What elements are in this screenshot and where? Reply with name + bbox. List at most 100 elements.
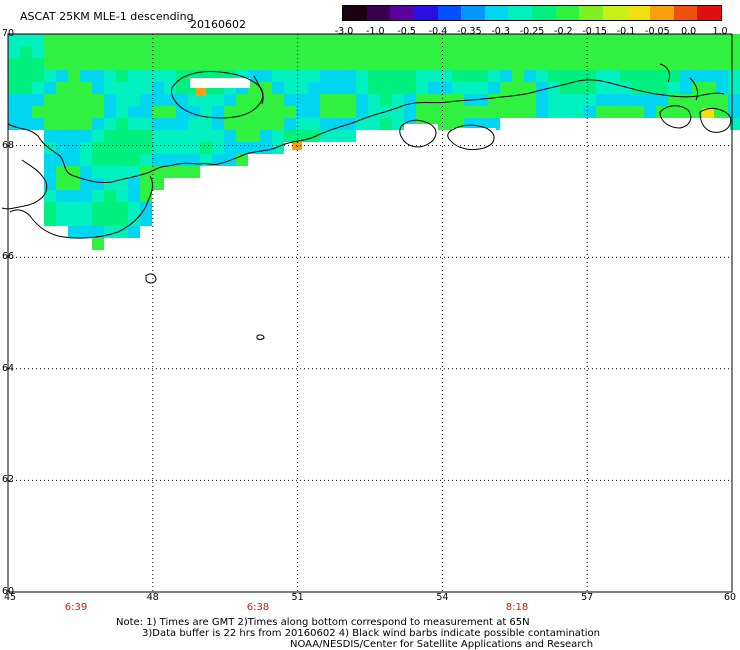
data-cell [92, 118, 104, 130]
data-cell [104, 46, 116, 58]
data-cell [548, 106, 560, 118]
data-cell [8, 118, 20, 130]
data-cell [68, 178, 80, 190]
data-cell [80, 142, 92, 154]
data-cell [8, 58, 20, 70]
colorbar-tick-label: -3.0 [334, 26, 354, 37]
data-cell [440, 46, 452, 58]
data-cell [248, 118, 260, 130]
data-cell [212, 58, 224, 70]
colorbar-swatch [508, 6, 532, 20]
data-cell [560, 34, 572, 46]
data-cell [716, 46, 728, 58]
data-cell [80, 34, 92, 46]
data-cell [632, 82, 644, 94]
latitude-label: 68 [2, 139, 15, 151]
data-cell [188, 118, 200, 130]
colorbar-tick-label: -0.35 [457, 26, 482, 37]
data-cell [548, 58, 560, 70]
data-cell [44, 166, 56, 178]
data-cell [548, 82, 560, 94]
data-cell [716, 94, 728, 106]
data-cell [500, 58, 512, 70]
data-cell [80, 70, 92, 82]
data-cell [44, 190, 56, 202]
data-cell [104, 118, 116, 130]
data-cell [524, 70, 536, 82]
note-line-2: 3)Data buffer is 22 hrs from 20160602 4)… [142, 628, 600, 639]
data-cell [212, 142, 224, 154]
note-line-3: NOAA/NESDIS/Center for Satellite Applica… [290, 639, 594, 650]
data-cell-high [196, 88, 206, 96]
data-cell [104, 94, 116, 106]
data-cell [32, 46, 44, 58]
data-cell [428, 46, 440, 58]
data-cell [668, 34, 680, 46]
data-cell [80, 154, 92, 166]
data-cell [152, 82, 164, 94]
data-cell [32, 58, 44, 70]
data-cell [116, 46, 128, 58]
data-cell [668, 58, 680, 70]
data-cell [512, 94, 524, 106]
data-cell [332, 58, 344, 70]
data-cell [104, 226, 116, 238]
data-cell [452, 46, 464, 58]
data-cell [716, 34, 728, 46]
data-cell [176, 58, 188, 70]
data-cell [692, 46, 704, 58]
data-cell [728, 106, 740, 118]
data-cell [212, 34, 224, 46]
data-cell [248, 94, 260, 106]
data-cell [116, 154, 128, 166]
data-cell [8, 70, 20, 82]
data-cell [116, 178, 128, 190]
data-cell [104, 34, 116, 46]
data-cell [632, 94, 644, 106]
data-cell [392, 46, 404, 58]
data-cell [440, 58, 452, 70]
data-cell [260, 142, 272, 154]
data-cell [596, 82, 608, 94]
data-cell [116, 70, 128, 82]
data-cell [728, 82, 740, 94]
data-cell [68, 70, 80, 82]
data-cell [32, 82, 44, 94]
data-cell [416, 106, 428, 118]
data-cell [260, 46, 272, 58]
data-cell [164, 58, 176, 70]
data-cell [488, 58, 500, 70]
coastline-ne [659, 63, 671, 83]
data-cell [392, 94, 404, 106]
data-cell [104, 202, 116, 214]
data-cell [440, 70, 452, 82]
island-coast [171, 71, 264, 119]
data-cell [8, 46, 20, 58]
data-cell [116, 130, 128, 142]
data-cell [164, 130, 176, 142]
data-cell [320, 70, 332, 82]
data-cell [656, 82, 668, 94]
data-cell [356, 82, 368, 94]
data-cell [44, 202, 56, 214]
colorbar-swatch [697, 6, 721, 20]
data-cell [548, 34, 560, 46]
data-cell [248, 34, 260, 46]
data-cell [584, 46, 596, 58]
data-cell [260, 70, 272, 82]
data-cell [152, 70, 164, 82]
data-cell [368, 70, 380, 82]
data-cell [80, 94, 92, 106]
data-cell [344, 94, 356, 106]
data-cell [296, 82, 308, 94]
colorbar-swatch [366, 6, 391, 20]
data-cell [92, 154, 104, 166]
data-cell [164, 34, 176, 46]
data-cell [428, 82, 440, 94]
data-cell [500, 34, 512, 46]
data-cell [488, 94, 500, 106]
data-cell [296, 130, 308, 142]
data-cell [116, 214, 128, 226]
data-cell [68, 82, 80, 94]
data-cell [56, 58, 68, 70]
